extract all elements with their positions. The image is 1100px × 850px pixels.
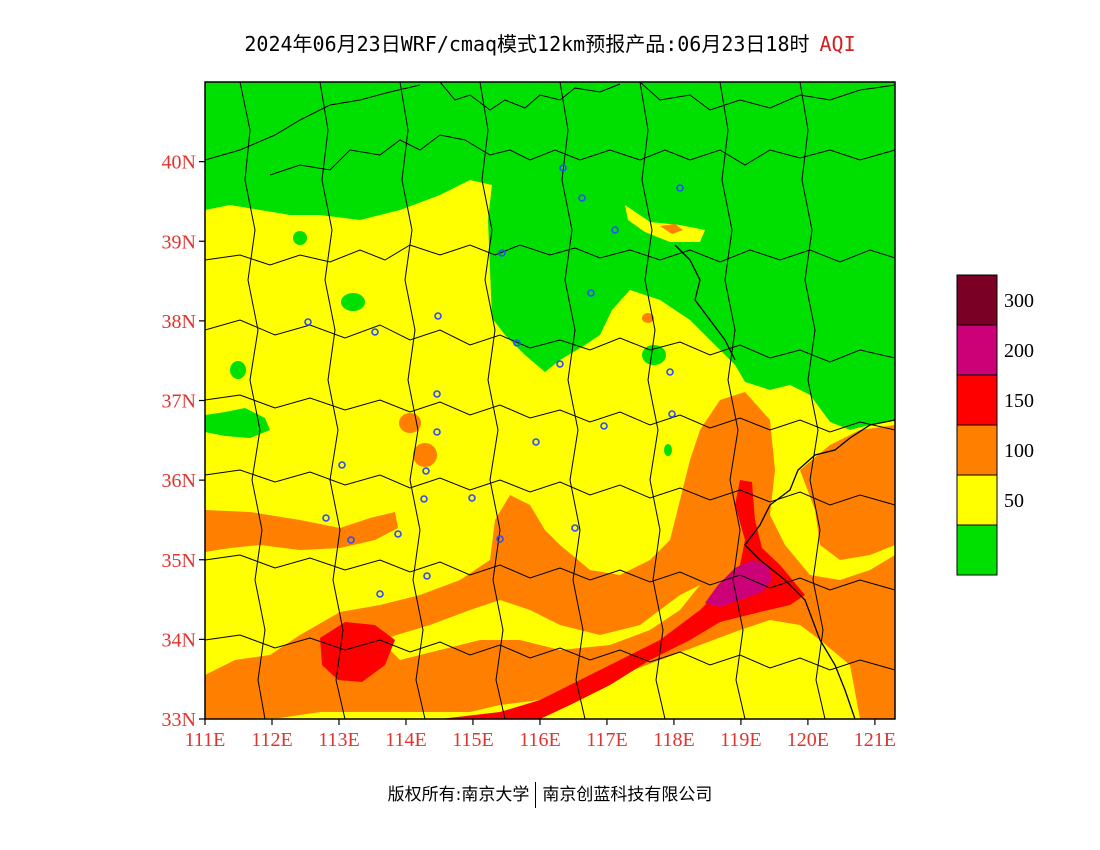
aqi-island-good xyxy=(230,361,246,379)
city-marker xyxy=(422,467,430,475)
city-marker xyxy=(423,572,431,580)
lon-tick-label: 121E xyxy=(854,729,896,751)
city-marker xyxy=(578,194,586,202)
city-marker xyxy=(376,590,384,598)
aqi-zone-sensitive-west xyxy=(205,510,398,552)
aqi-island-good xyxy=(293,231,307,245)
lon-tick-label: 120E xyxy=(787,729,829,751)
city-marker xyxy=(498,249,506,257)
legend-label: 50 xyxy=(1004,490,1024,512)
city-marker xyxy=(571,524,579,532)
lon-tick-label: 116E xyxy=(519,729,560,751)
city-marker xyxy=(433,390,441,398)
city-marker xyxy=(532,438,540,446)
aqi-island-good xyxy=(642,345,666,365)
city-marker xyxy=(420,495,428,503)
city-marker xyxy=(556,360,564,368)
city-marker xyxy=(666,368,674,376)
lat-tick-label: 40N xyxy=(162,152,196,174)
aqi-zone-moderate-pocket xyxy=(625,205,705,242)
lat-tick-label: 34N xyxy=(162,629,196,651)
city-marker xyxy=(304,318,312,326)
aqi-zone-sensitive-east xyxy=(800,425,895,560)
legend-label: 300 xyxy=(1004,290,1034,312)
city-marker xyxy=(434,312,442,320)
lon-tick-label: 112E xyxy=(251,729,292,751)
city-marker xyxy=(496,535,504,543)
lat-tick-label: 36N xyxy=(162,470,196,492)
legend-label: 150 xyxy=(1004,390,1034,412)
lat-tick-label: 35N xyxy=(162,550,196,572)
lat-tick-label: 38N xyxy=(162,311,196,333)
aqi-field xyxy=(205,82,895,719)
aqi-zone-good-north xyxy=(205,82,895,430)
admin-boundaries xyxy=(205,82,895,719)
legend-swatch xyxy=(956,374,998,426)
longitude-axis: 111E 112E 113E 114E 115E 116E 117E 118E 119E 120E… xyxy=(185,729,896,751)
city-marker xyxy=(587,289,595,297)
lon-tick-label: 113E xyxy=(318,729,359,751)
aqi-island-good xyxy=(218,174,230,186)
aqi-spot-sensitive xyxy=(642,313,654,323)
lat-tick-label: 33N xyxy=(162,709,196,731)
aqi-legend: 50 100 150 200 300 xyxy=(956,274,1034,576)
city-marker xyxy=(322,514,330,522)
city-marker xyxy=(394,530,402,538)
lon-tick-label: 111E xyxy=(185,729,226,751)
credit-owner: 版权所有:南京大学 xyxy=(387,785,530,805)
lat-tick-label: 37N xyxy=(162,391,196,413)
legend-swatch xyxy=(956,324,998,376)
city-marker xyxy=(611,226,619,234)
city-marker xyxy=(668,410,676,418)
aqi-zone-moderate-band xyxy=(380,585,700,660)
aqi-island-good-west xyxy=(205,408,270,438)
lon-tick-label: 114E xyxy=(385,729,426,751)
lon-tick-label: 118E xyxy=(653,729,694,751)
legend-swatch xyxy=(956,424,998,476)
city-marker xyxy=(433,428,441,436)
aqi-zone-moderate-wedge xyxy=(610,290,895,560)
legend-swatch xyxy=(956,274,998,326)
legend-swatch xyxy=(956,474,998,526)
city-markers xyxy=(304,164,684,598)
city-marker xyxy=(676,184,684,192)
lon-tick-label: 119E xyxy=(720,729,761,751)
aqi-zone-sensitive-pocket xyxy=(660,224,683,234)
city-marker xyxy=(513,339,521,347)
city-marker xyxy=(559,164,567,172)
lat-tick-label: 39N xyxy=(162,231,196,253)
lon-tick-label: 117E xyxy=(586,729,627,751)
credits: 版权所有:南京大学 南京创蓝科技有限公司 xyxy=(0,780,1100,808)
legend-swatch xyxy=(956,524,998,576)
city-marker xyxy=(468,494,476,502)
aqi-spot-sensitive xyxy=(821,485,839,499)
aqi-zone-very-unhealthy xyxy=(705,560,772,607)
legend-label: 100 xyxy=(1004,440,1034,462)
title-variable: AQI xyxy=(819,32,856,56)
credit-company: 南京创蓝科技有限公司 xyxy=(542,785,713,805)
credit-separator xyxy=(535,782,537,808)
city-marker xyxy=(347,536,355,544)
aqi-island-good xyxy=(341,293,365,311)
aqi-zone-moderate-southeast xyxy=(650,650,850,719)
aqi-zone-unhealthy-west xyxy=(320,622,395,682)
lon-tick-label: 115E xyxy=(452,729,493,751)
aqi-island-good xyxy=(664,444,672,456)
title-main: 2024年06月23日WRF/cmaq模式12km预报产品:06月23日18时 xyxy=(244,32,810,56)
city-marker xyxy=(371,328,379,336)
map-title: 2024年06月23日WRF/cmaq模式12km预报产品:06月23日18时 A… xyxy=(0,28,1100,57)
latitude-axis: 33N 34N 35N 36N 37N 38N 39N 40N xyxy=(162,152,196,731)
axis-ticks xyxy=(199,161,876,725)
city-marker xyxy=(600,422,608,430)
aqi-spot-sensitive xyxy=(413,443,437,467)
legend-label: 200 xyxy=(1004,340,1034,362)
city-marker xyxy=(338,461,346,469)
